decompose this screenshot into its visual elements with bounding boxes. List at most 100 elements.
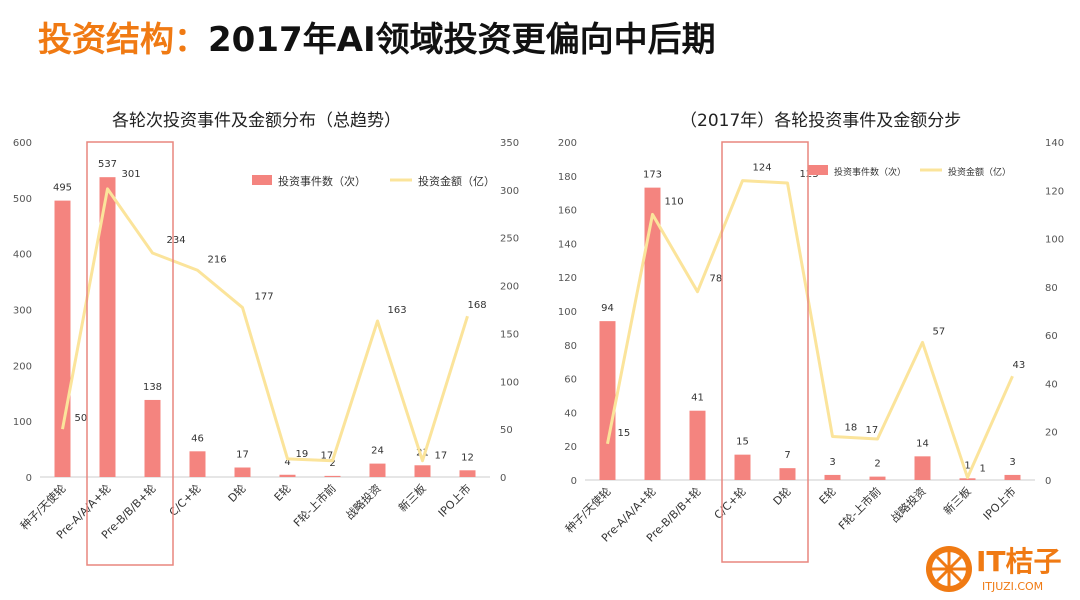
chart1-bar xyxy=(324,475,341,477)
chart1-line-label: 50 xyxy=(75,413,88,424)
chart2-line-label: 78 xyxy=(710,274,723,285)
chart2-legend-line-label: 投资金额（亿） xyxy=(948,166,1011,178)
chart1-line-label: 17 xyxy=(321,451,334,462)
chart2-bar-label: 14 xyxy=(916,438,929,449)
page-title-separator: ： xyxy=(174,20,208,60)
chart1-ytick-left: 600 xyxy=(13,138,32,149)
chart1-bar xyxy=(144,399,161,477)
chart2-ytick-left: 60 xyxy=(564,375,577,386)
chart2-ytick-right: 80 xyxy=(1045,283,1058,294)
chart2-line-label: 124 xyxy=(753,163,772,174)
chart1-bar-label: 24 xyxy=(371,446,384,457)
chart2-bar xyxy=(869,476,886,480)
chart2-bar-label: 15 xyxy=(736,437,749,448)
brand-name: IT桔子 xyxy=(976,545,1062,578)
chart1-category-label: C/C+轮 xyxy=(166,481,204,519)
chart2-highlight-box xyxy=(721,141,809,563)
chart2-ytick-right: 60 xyxy=(1045,331,1058,342)
chart2-bar-label: 94 xyxy=(601,303,614,314)
page-title-highlight: 投资结构 xyxy=(38,20,174,60)
chart1-ytick-left: 100 xyxy=(13,417,32,428)
chart2-bar xyxy=(779,468,796,480)
brand-url: ITJUZI.COM xyxy=(982,580,1044,593)
chart1-legend-bar-label: 投资事件数（次） xyxy=(278,174,366,188)
chart1-category-label: F轮-上市前 xyxy=(290,481,338,529)
chart2-title: （2017年）各轮投资事件及金额分步 xyxy=(680,111,962,131)
chart1-category-label: IPO上市 xyxy=(435,481,474,520)
chart1-bar-label: 12 xyxy=(461,452,474,463)
chart2-ytick-right: 0 xyxy=(1045,476,1051,487)
chart1-bar xyxy=(54,200,71,477)
chart1-ytick-left: 200 xyxy=(13,361,32,372)
chart1-ytick-left: 0 xyxy=(26,473,32,484)
chart2-ytick-right: 120 xyxy=(1045,186,1064,197)
chart1-bar-label: 495 xyxy=(53,183,72,194)
chart1-category-label: D轮 xyxy=(225,481,249,505)
orange-logo-icon xyxy=(926,546,972,592)
chart1-bar xyxy=(99,177,116,478)
chart2-ytick-left: 160 xyxy=(558,206,577,217)
chart2-ytick-right: 140 xyxy=(1045,138,1064,149)
chart2-ytick-left: 140 xyxy=(558,239,577,250)
chart1-bar xyxy=(234,467,251,477)
chart2-line-label: 18 xyxy=(845,423,858,434)
chart2-ytick-right: 40 xyxy=(1045,379,1058,390)
chart2-category-label: 新三板 xyxy=(940,484,973,517)
chart2-bar xyxy=(959,478,976,480)
chart1-ytick-right: 100 xyxy=(500,377,519,388)
chart2-bar-label: 7 xyxy=(784,450,790,461)
chart1-ytick-left: 300 xyxy=(13,306,32,317)
chart2-legend-bar-label: 投资事件数（次） xyxy=(834,166,906,178)
chart1-ytick-right: 150 xyxy=(500,329,519,340)
chart2-category-label: D轮 xyxy=(770,484,794,508)
chart1-ytick-right: 0 xyxy=(500,473,506,484)
chart1-bar-label: 2 xyxy=(329,458,335,469)
chart1-category-label: 战略投资 xyxy=(343,481,384,522)
chart1-bar xyxy=(279,474,296,477)
chart1-bar-label: 17 xyxy=(236,450,249,461)
chart1-legend-bar-swatch xyxy=(252,175,272,185)
chart2-category-label: F轮-上市前 xyxy=(835,484,883,532)
chart2-ytick-left: 80 xyxy=(564,341,577,352)
chart1-ytick-right: 50 xyxy=(500,425,513,436)
chart1-bar-label: 138 xyxy=(143,382,162,393)
chart2-ytick-left: 0 xyxy=(571,476,577,487)
chart2-legend-bar-swatch xyxy=(808,165,828,175)
chart1-bar-label: 4 xyxy=(284,457,290,468)
chart1-amount-line xyxy=(61,187,469,463)
chart2-line-label: 43 xyxy=(1013,360,1026,371)
chart2-bar-label: 3 xyxy=(829,457,835,468)
chart2-line-label: 57 xyxy=(933,326,946,337)
chart2-amount-line xyxy=(606,179,1014,480)
chart2-category-label: 战略投资 xyxy=(888,484,929,525)
chart1-highlight-box xyxy=(86,141,174,566)
chart2-ytick-left: 20 xyxy=(564,442,577,453)
chart1-ytick-left: 400 xyxy=(13,250,32,261)
chart1-bar-label: 21 xyxy=(416,447,429,458)
chart2-category-label: C/C+轮 xyxy=(711,484,749,522)
chart1-line-label: 234 xyxy=(167,235,186,246)
chart2-line-label: 1 xyxy=(980,464,986,475)
chart1-bar-label: 537 xyxy=(98,159,117,170)
chart2-bar-label: 2 xyxy=(874,459,880,470)
chart2-ytick-left: 100 xyxy=(558,307,577,318)
chart1-bar xyxy=(414,465,431,477)
chart2-bar xyxy=(599,321,616,480)
page-title-rest: 2017年AI领域投资更偏向中后期 xyxy=(208,20,716,60)
chart1-line-label: 168 xyxy=(468,300,487,311)
chart2-bar xyxy=(734,454,751,480)
chart1-bar-label: 46 xyxy=(191,433,204,444)
chart2-line-label: 110 xyxy=(665,196,684,207)
chart1-line-label: 17 xyxy=(435,451,448,462)
chart1-line-label: 177 xyxy=(255,292,274,303)
chart1-ytick-right: 250 xyxy=(500,234,519,245)
chart1-title: 各轮次投资事件及金额分布（总趋势） xyxy=(112,111,401,131)
chart2-line-label: 17 xyxy=(866,425,879,436)
chart2-bar-label: 173 xyxy=(643,170,662,181)
brand: IT桔子 ITJUZI.COM xyxy=(920,540,1080,600)
chart1-ytick-left: 500 xyxy=(13,194,32,205)
page-title: 投资结构：2017年AI领域投资更偏向中后期 xyxy=(38,12,716,61)
chart2-category-label: IPO上市 xyxy=(980,484,1019,523)
chart1-line-label: 301 xyxy=(122,169,141,180)
